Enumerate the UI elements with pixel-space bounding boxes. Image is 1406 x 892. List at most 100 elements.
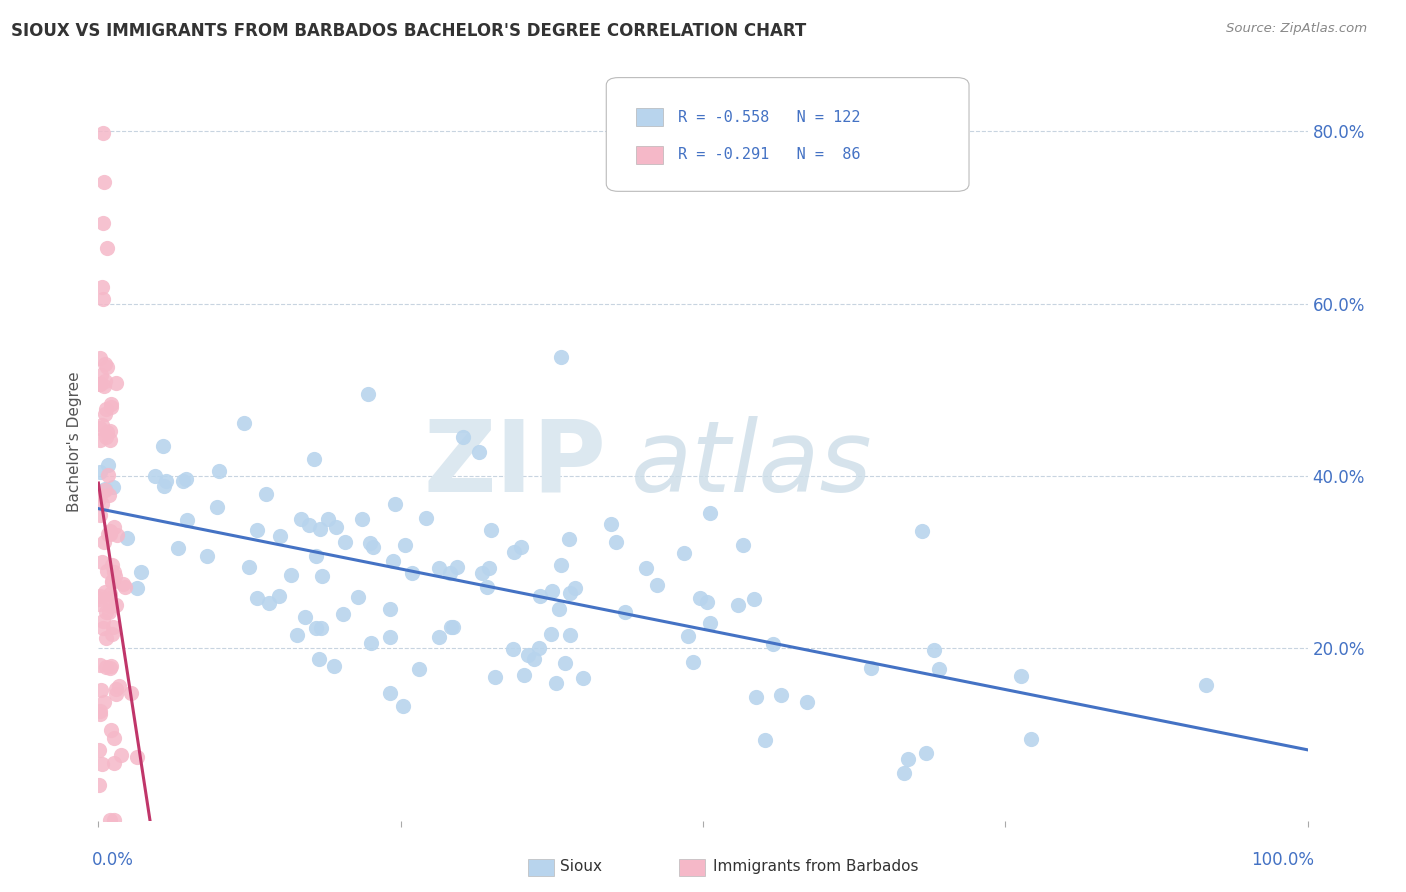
Point [294, 610, 316, 624]
Point [89, 706, 111, 721]
Point [104, 687, 127, 701]
Point [673, 546, 696, 560]
Point [548, 602, 571, 616]
Point [104, 376, 127, 391]
Point [89, 421, 111, 435]
Point [360, 636, 382, 650]
Point [471, 566, 494, 581]
Point [897, 751, 920, 765]
Point [427, 561, 450, 575]
Point [269, 589, 291, 603]
Point [94, 429, 117, 443]
Point [96, 564, 118, 578]
Point [332, 607, 354, 621]
Point [104, 682, 127, 697]
Point [572, 672, 595, 686]
Point [100, 400, 122, 414]
Point [93, 175, 115, 189]
Point [540, 627, 562, 641]
Point [94, 357, 117, 371]
Point [90, 757, 112, 772]
Point [97, 527, 120, 541]
Point [125, 750, 148, 764]
Point [155, 474, 177, 488]
FancyBboxPatch shape [637, 145, 664, 164]
Point [120, 686, 142, 700]
Point [91, 497, 114, 511]
Point [503, 545, 526, 559]
Point [152, 439, 174, 453]
Point [89, 704, 111, 718]
Point [600, 516, 623, 531]
Point [922, 643, 945, 657]
Point [415, 510, 437, 524]
Point [91, 622, 114, 636]
Point [97, 591, 120, 606]
Point [105, 528, 128, 542]
Point [731, 538, 754, 552]
Point [98, 488, 121, 502]
Point [429, 630, 451, 644]
Point [96, 241, 118, 255]
Point [101, 626, 124, 640]
Point [98, 424, 121, 438]
Point [89, 657, 111, 672]
Point [110, 747, 132, 762]
Point [305, 621, 328, 635]
Point [689, 591, 711, 606]
Point [446, 559, 468, 574]
Point [101, 558, 124, 573]
Point [484, 670, 506, 684]
Point [1021, 731, 1043, 746]
Point [98, 605, 121, 619]
Point [93, 482, 115, 496]
Point [678, 629, 700, 643]
Point [127, 581, 149, 595]
Point [468, 444, 491, 458]
Point [197, 549, 219, 563]
Point [103, 756, 125, 771]
Point [1195, 678, 1218, 692]
Point [309, 522, 332, 536]
Point [245, 523, 267, 537]
Point [93, 126, 115, 140]
Point [269, 529, 291, 543]
Point [352, 512, 374, 526]
Point [105, 599, 128, 613]
Text: 0.0%: 0.0% [93, 851, 134, 869]
Point [100, 397, 122, 411]
Point [359, 535, 381, 549]
Point [98, 525, 121, 540]
Point [94, 660, 117, 674]
Point [441, 619, 464, 633]
Point [91, 417, 114, 432]
Point [614, 606, 637, 620]
Point [91, 216, 114, 230]
Point [93, 535, 115, 549]
Point [103, 813, 125, 827]
Point [302, 451, 325, 466]
Point [238, 559, 260, 574]
Point [91, 279, 114, 293]
Point [325, 519, 347, 533]
Point [98, 433, 121, 447]
Point [502, 641, 524, 656]
Point [89, 377, 111, 392]
Text: atlas: atlas [630, 416, 872, 513]
Point [290, 512, 312, 526]
Point [401, 566, 423, 580]
Point [176, 513, 198, 527]
Point [860, 660, 883, 674]
Point [101, 574, 124, 589]
Point [143, 469, 166, 483]
Point [699, 506, 721, 520]
Point [527, 640, 550, 655]
Point [311, 569, 333, 583]
Point [94, 407, 117, 421]
Text: R = -0.558   N = 122: R = -0.558 N = 122 [678, 110, 860, 125]
Point [172, 474, 194, 488]
Point [699, 615, 721, 630]
Point [246, 591, 269, 606]
Point [645, 578, 668, 592]
Point [208, 464, 231, 478]
